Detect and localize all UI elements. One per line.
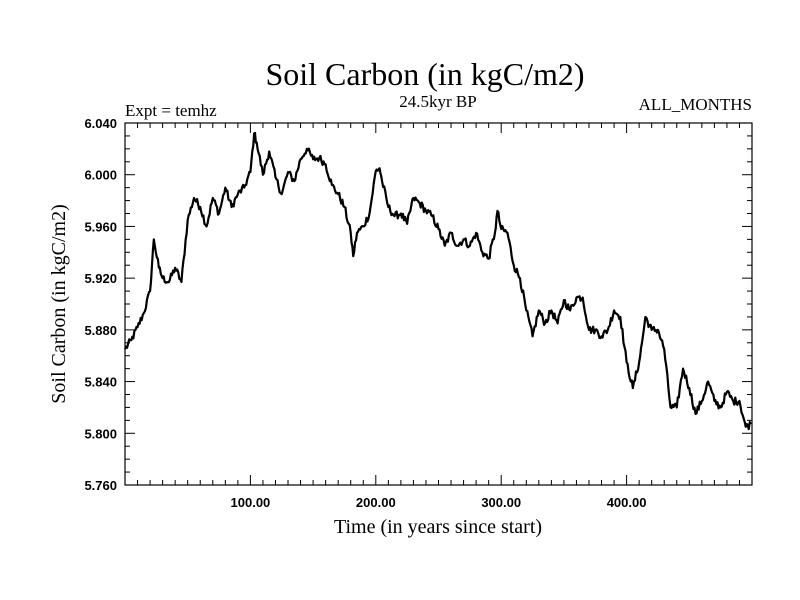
y-tick-label: 5.880 — [84, 323, 117, 338]
plot-frame — [124, 122, 753, 486]
y-tick-label: 6.000 — [84, 168, 117, 183]
y-tick-label: 5.840 — [84, 375, 117, 390]
x-tick-label: 400.00 — [607, 495, 647, 510]
y-tick-label: 5.760 — [84, 478, 117, 493]
x-tick-label: 300.00 — [481, 495, 521, 510]
y-tick-label: 5.960 — [84, 219, 117, 234]
x-axis-label: Time (in years since start) — [334, 516, 542, 538]
axis-tick-labels: 100.00 200.00 300.00 400.00 5.760 5.800 5.840 5… — [84, 116, 646, 510]
y-tick-label: 5.920 — [84, 271, 117, 286]
y-axis-label: Soil Carbon (in kgC/m2) — [48, 204, 70, 403]
y-tick-label: 6.040 — [84, 116, 117, 131]
y-tick-label: 5.800 — [84, 426, 117, 441]
axis-ticks — [125, 123, 752, 485]
months-label: ALL_MONTHS — [639, 95, 752, 114]
chart-title: Soil Carbon (in kgC/m2) — [265, 56, 584, 92]
experiment-label: Expt = temhz — [125, 101, 217, 120]
x-tick-label: 100.00 — [231, 495, 271, 510]
period-label: 24.5kyr BP — [399, 92, 476, 111]
x-tick-label: 200.00 — [356, 495, 396, 510]
soil-carbon-series-line — [123, 131, 752, 431]
